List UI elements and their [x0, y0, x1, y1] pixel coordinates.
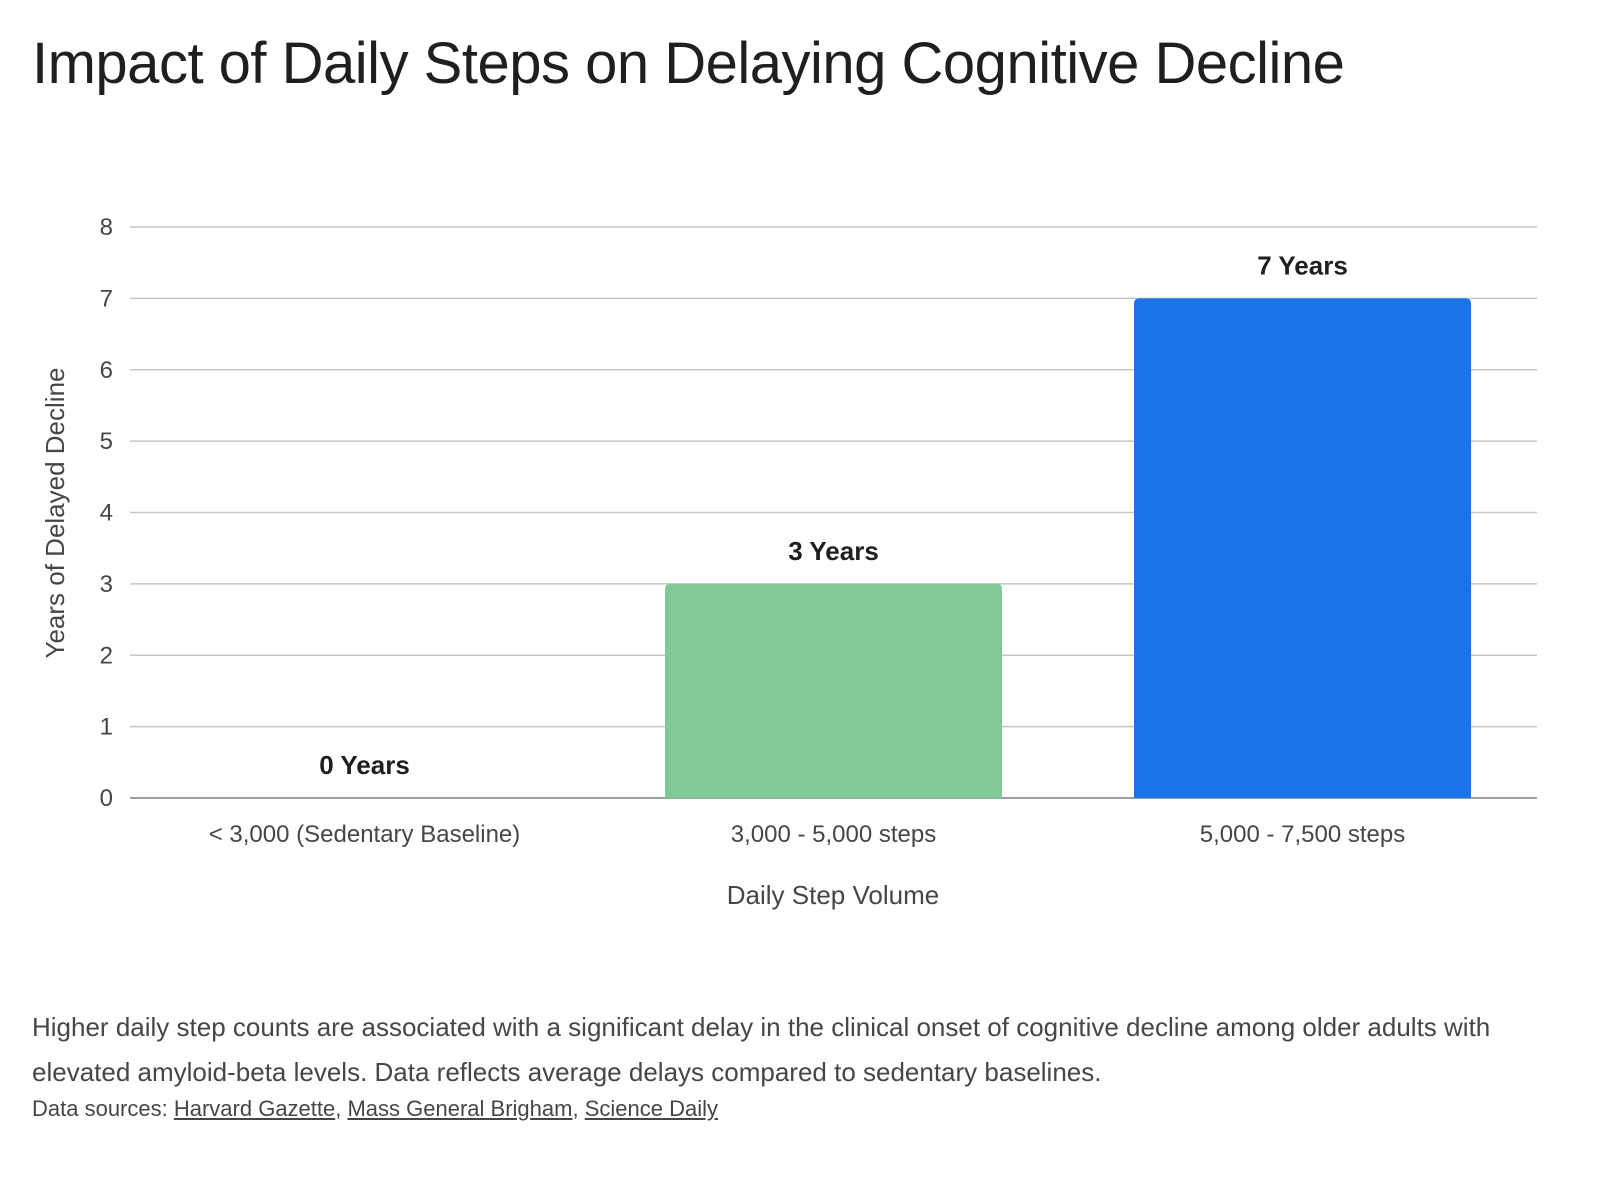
y-tick-label: 1 — [100, 714, 113, 741]
data-labels: 0 Years 3 Years 7 Years — [319, 250, 1348, 780]
chart-title: Impact of Daily Steps on Delaying Cognit… — [32, 31, 1345, 96]
x-tick-label: 5,000 - 7,500 steps — [1200, 821, 1405, 848]
y-tick-label: 8 — [100, 214, 113, 241]
y-axis-ticks: 0 1 2 3 4 5 6 7 8 — [100, 214, 113, 812]
source-separator: , — [572, 1096, 585, 1121]
y-tick-label: 4 — [100, 500, 113, 527]
y-tick-label: 7 — [100, 285, 113, 312]
x-axis-title: Daily Step Volume — [727, 880, 939, 910]
y-tick-label: 0 — [100, 785, 113, 812]
source-link-mass-general-brigham[interactable]: Mass General Brigham — [347, 1096, 573, 1121]
bar-data-label: 3 Years — [788, 536, 879, 566]
chart-caption: Higher daily step counts are associated … — [32, 1012, 1491, 1087]
source-link-harvard-gazette[interactable]: Harvard Gazette — [173, 1096, 336, 1121]
y-axis-title: Years of Delayed Decline — [40, 368, 70, 659]
bar — [1134, 298, 1471, 798]
y-tick-label: 5 — [100, 428, 113, 455]
bar-data-label: 7 Years — [1257, 250, 1348, 280]
sources-prefix: Data sources: — [32, 1096, 174, 1121]
x-tick-label: 3,000 - 5,000 steps — [731, 821, 936, 848]
y-tick-label: 2 — [100, 642, 113, 669]
bar-data-label: 0 Years — [319, 750, 410, 780]
y-tick-label: 3 — [100, 571, 113, 598]
bar-chart: 0 1 2 3 4 5 6 7 8 0 Years 3 Years 7 Years < 3,000 … — [40, 214, 1537, 910]
x-axis-ticks: < 3,000 (Sedentary Baseline) 3,000 - 5,00… — [209, 821, 1406, 848]
y-tick-label: 6 — [100, 357, 113, 384]
source-link-science-daily[interactable]: Science Daily — [584, 1096, 718, 1121]
data-sources: Data sources: Harvard Gazette, Mass Gene… — [32, 1096, 718, 1122]
x-tick-label: < 3,000 (Sedentary Baseline) — [209, 821, 521, 848]
bars — [665, 298, 1471, 798]
source-separator: , — [335, 1096, 348, 1121]
bar — [665, 583, 1002, 798]
